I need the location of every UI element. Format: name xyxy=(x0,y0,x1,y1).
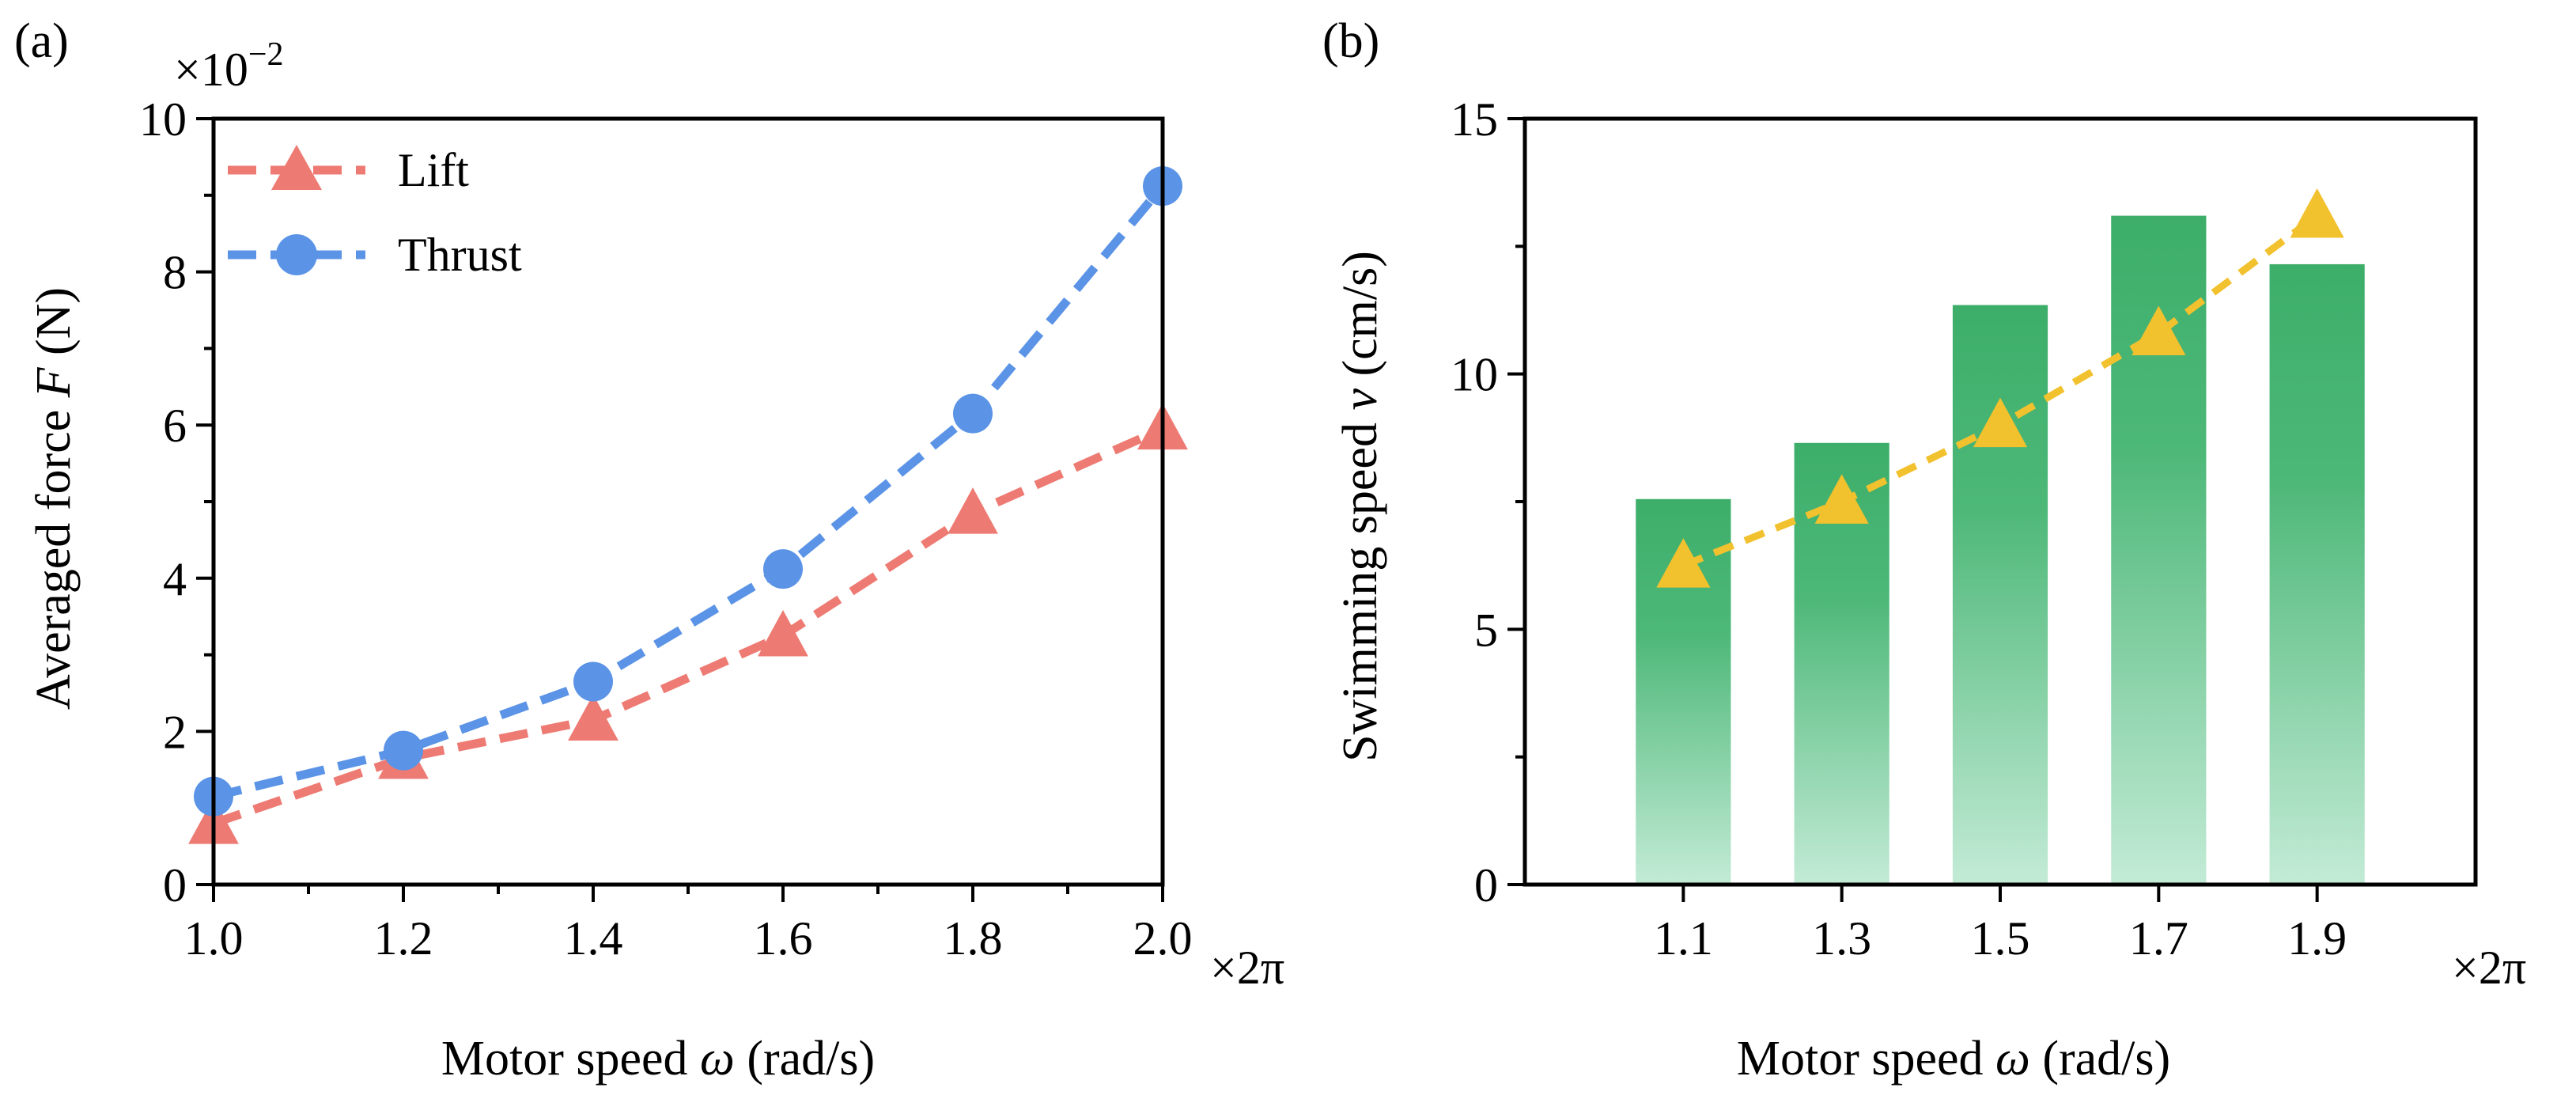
panel-b-x-unit-suffix: ×2π xyxy=(2452,942,2526,994)
bar xyxy=(1952,305,2048,885)
panel-a-label: (a) xyxy=(14,14,69,68)
panel-a-x-axis-label: Motor speed ω (rad/s) xyxy=(441,1032,875,1086)
y-multiplier-base: ×10 xyxy=(174,44,248,96)
panel-a-y-tick-labels: 0 2 4 6 8 10 xyxy=(139,93,187,911)
xlabel-symbol: ω xyxy=(700,1032,735,1086)
y-tick-label: 5 xyxy=(1474,604,1498,656)
x-tick-label: 1.5 xyxy=(1971,912,2030,964)
panel-b-bar-chart: (b) 1.1 1.3 1.5 1.7 1.9 0 5 10 15 ×2π Motor spe… xyxy=(1322,14,2526,1086)
panel-b-plot-frame xyxy=(1523,116,2478,887)
panel-a-y-axis-label: Averaged force F (N) xyxy=(27,287,81,710)
panel-a-x-unit-suffix: ×2π xyxy=(1210,942,1284,994)
data-point-thrust xyxy=(384,730,423,771)
panel-a-y-multiplier: ×10−2 xyxy=(174,36,284,96)
data-point-lift xyxy=(568,694,618,741)
panel-a-plot-frame xyxy=(211,116,1165,887)
x-tick-label: 1.3 xyxy=(1812,912,1871,964)
xlabel-text: Motor speed xyxy=(1737,1032,1995,1086)
ylabel-symbol: F xyxy=(27,366,81,398)
panel-b-y-axis-label: Swimming speed v (cm/s) xyxy=(1333,251,1387,762)
xlabel-unit: (rad/s) xyxy=(2030,1032,2170,1086)
panel-b-markers xyxy=(1656,188,2344,588)
y-tick-label: 0 xyxy=(1474,859,1498,911)
panel-b-bars xyxy=(1636,215,2365,885)
panel-b-x-axis-label: Motor speed ω (rad/s) xyxy=(1737,1032,2170,1086)
trend-point xyxy=(1814,474,1869,524)
panel-a-ticks xyxy=(196,117,1164,902)
x-tick-label: 1.7 xyxy=(2129,912,2188,964)
xlabel-unit: (rad/s) xyxy=(735,1032,875,1086)
data-point-lift xyxy=(758,610,808,657)
panel-b-label: (b) xyxy=(1322,14,1379,68)
bar xyxy=(2269,263,2365,885)
panel-a-markers xyxy=(188,166,1188,844)
x-tick-label: 2.0 xyxy=(1133,912,1193,964)
data-point-thrust xyxy=(953,393,993,434)
data-point-thrust xyxy=(573,661,613,702)
y-tick-label: 10 xyxy=(139,93,187,146)
ylabel-symbol: v xyxy=(1333,388,1387,411)
y-tick-label: 15 xyxy=(1451,93,1498,146)
x-tick-label: 1.4 xyxy=(564,912,623,964)
x-tick-label: 1.6 xyxy=(754,912,813,964)
data-point-thrust xyxy=(763,549,803,589)
ylabel-text: Averaged force xyxy=(27,397,81,710)
y-tick-label: 10 xyxy=(1451,349,1498,401)
trend-point xyxy=(1656,538,1711,588)
x-tick-label: 1.1 xyxy=(1654,912,1713,964)
y-tick-label: 4 xyxy=(163,553,187,605)
ylabel-text: Swimming speed xyxy=(1333,411,1387,762)
trend-point xyxy=(2290,188,2344,238)
series-line-thrust xyxy=(212,183,1167,802)
xlabel-text: Motor speed xyxy=(441,1032,700,1086)
ylabel-unit: (cm/s) xyxy=(1333,251,1387,388)
series-line-lift xyxy=(212,425,1165,828)
y-tick-label: 6 xyxy=(163,400,187,452)
x-tick-label: 1.9 xyxy=(2287,912,2347,964)
ylabel-unit: (N) xyxy=(27,287,81,368)
panel-b-x-tick-labels: 1.1 1.3 1.5 1.7 1.9 xyxy=(1654,912,2347,964)
y-tick-label: 2 xyxy=(163,706,187,758)
trend-point xyxy=(2132,305,2186,355)
legend-lift-label: Lift xyxy=(398,144,469,196)
panel-a-series-lines xyxy=(212,183,1167,828)
trend-point xyxy=(1973,397,2028,448)
x-tick-label: 1.0 xyxy=(184,912,244,964)
data-point-lift xyxy=(948,487,998,534)
y-tick-label: 0 xyxy=(163,859,187,911)
panel-a-legend: Lift Thrust xyxy=(228,144,522,281)
legend-thrust-label: Thrust xyxy=(398,229,522,281)
xlabel-symbol: ω xyxy=(1995,1032,2030,1086)
y-multiplier-exponent: −2 xyxy=(248,36,284,73)
legend-lift-triangle-marker xyxy=(271,145,322,190)
panel-a-x-tick-labels: 1.0 1.2 1.4 1.6 1.8 2.0 xyxy=(184,912,1193,964)
x-tick-label: 1.2 xyxy=(374,912,433,964)
x-tick-label: 1.8 xyxy=(944,912,1003,964)
panel-a-line-chart: (a) 1.0 1.2 1.4 1.6 1.8 2.0 0 2 4 6 8 10 ×2π ×10−2… xyxy=(14,14,1284,1086)
legend-thrust-circle-marker xyxy=(276,234,317,275)
panel-b-y-tick-labels: 0 5 10 15 xyxy=(1451,93,1498,911)
y-tick-label: 8 xyxy=(163,247,187,299)
